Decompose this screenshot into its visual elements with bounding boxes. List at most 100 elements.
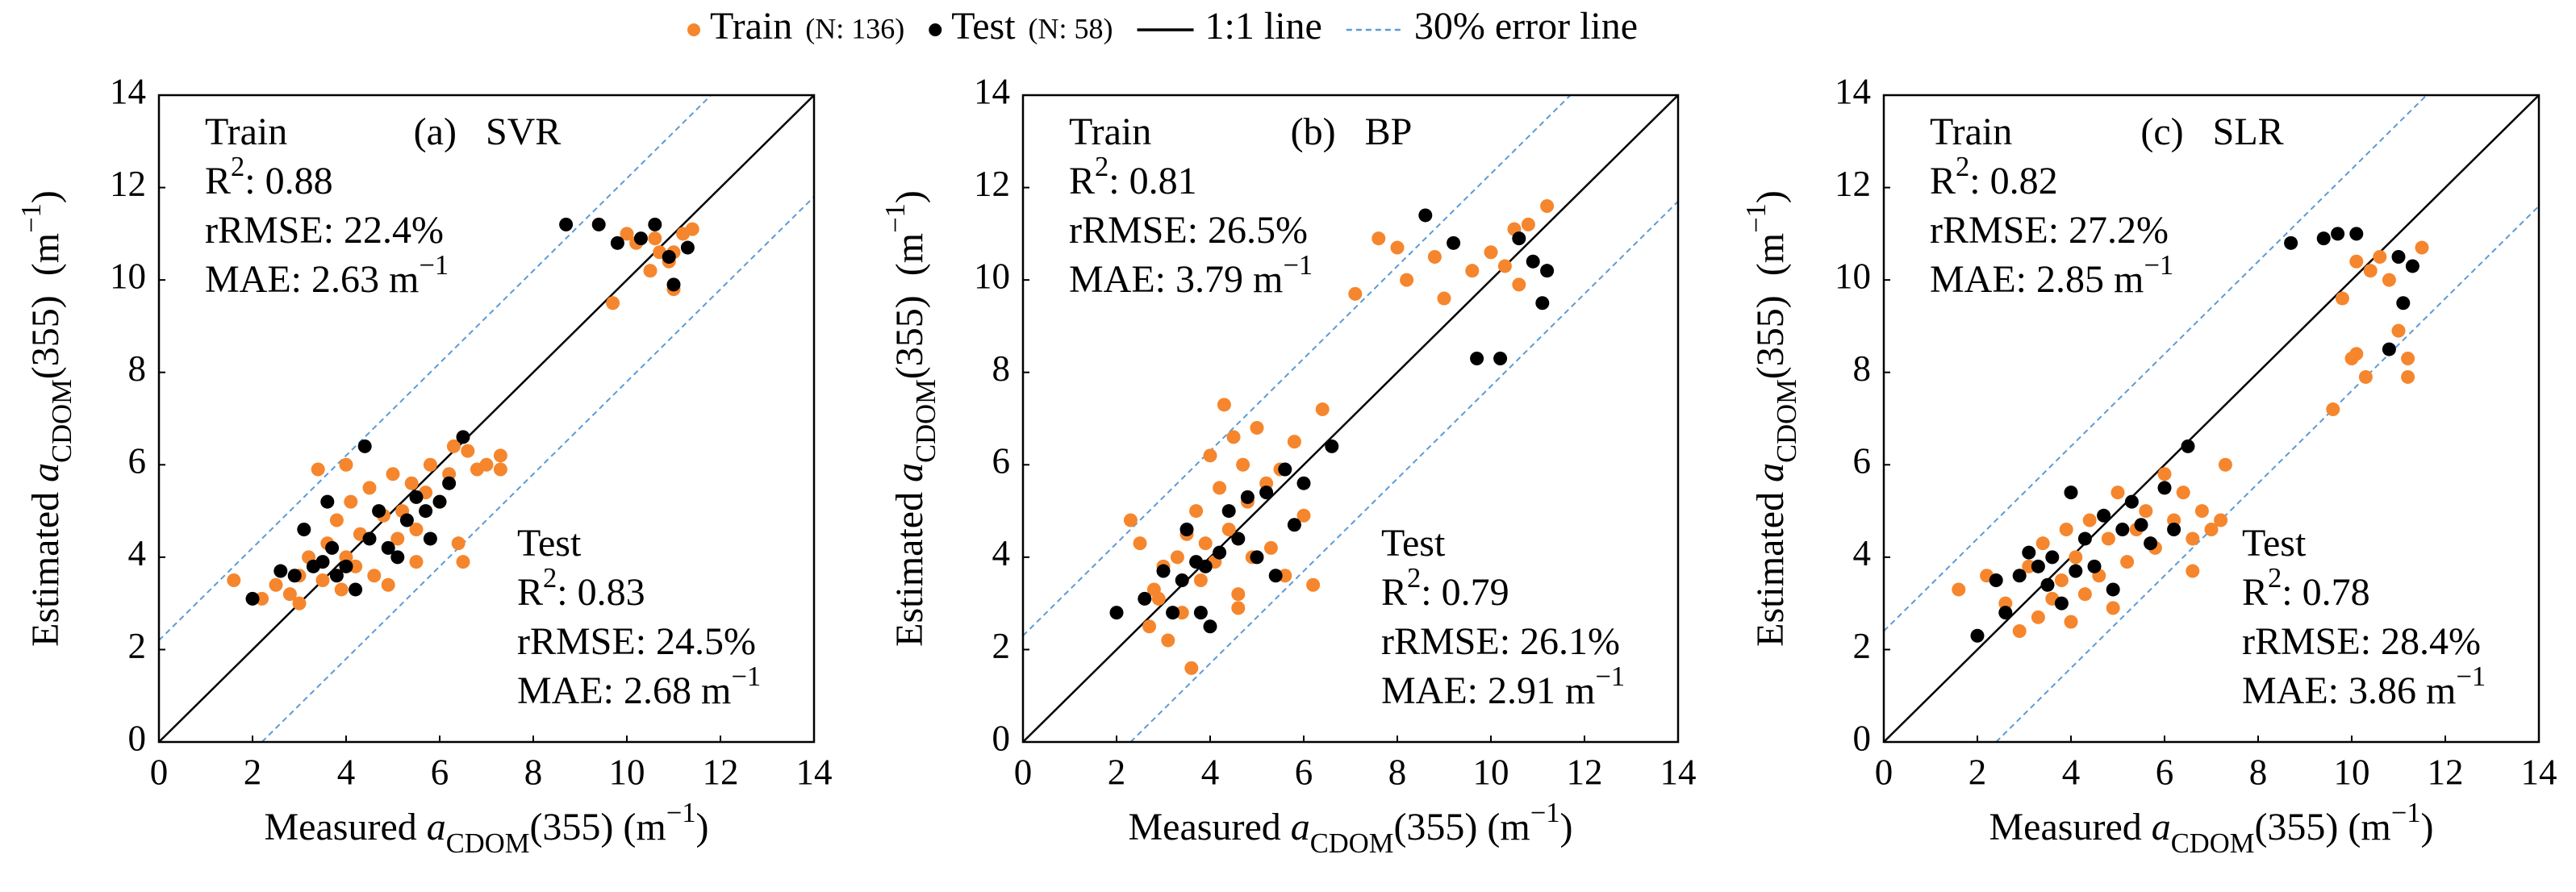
point: [2082, 513, 2097, 527]
point: [2064, 486, 2078, 500]
point: [2120, 555, 2135, 569]
point: [2012, 624, 2027, 639]
point: [287, 569, 302, 583]
stats-r2: R2: 0.78: [2242, 563, 2370, 614]
y-axis-label-part: CDOM: [1772, 379, 1802, 463]
point: [1418, 208, 1433, 223]
y-tick-label: 0: [128, 718, 147, 758]
point: [2204, 522, 2219, 536]
point: [1287, 435, 1301, 449]
y-axis-label-part: (355) (m: [1749, 233, 1792, 379]
point: [1221, 522, 1236, 536]
x-axis-label-part: Measured: [1989, 806, 2152, 848]
point: [648, 217, 662, 231]
error-line-upper: [1022, 94, 1572, 636]
stats-label: Test: [1381, 522, 1446, 565]
stats-rrmse: rRMSE: 28.4%: [2242, 620, 2481, 663]
x-axis-label-part: Measured: [265, 806, 427, 848]
point: [2396, 296, 2411, 311]
y-tick-label: 2: [128, 626, 147, 666]
error-line-lower: [1995, 205, 2540, 743]
stats-mae: MAE: 2.91 m−1: [1381, 661, 1625, 712]
y-axis-label-part: a: [1749, 463, 1792, 482]
point: [2144, 536, 2158, 551]
point: [2054, 596, 2069, 611]
point: [2181, 439, 2195, 453]
point: [2167, 522, 2181, 536]
error-line-upper: [158, 94, 712, 641]
plot-frame: [1021, 94, 1680, 744]
x-tick-label: 4: [337, 752, 356, 792]
identity-line: [1022, 94, 1679, 743]
point: [2176, 486, 2190, 500]
point: [2358, 369, 2373, 384]
point: [2106, 582, 2120, 597]
panel-title: (b) BP: [1291, 110, 1413, 153]
point: [2186, 531, 2200, 546]
y-tick-label: 14: [110, 71, 146, 111]
point: [1226, 430, 1241, 444]
point: [404, 476, 419, 490]
panel-title: (a) SVR: [414, 110, 562, 153]
y-axis-label-part: −1: [1741, 203, 1772, 233]
point: [1952, 582, 1966, 597]
y-tick-label: 12: [974, 164, 1010, 204]
point: [2349, 254, 2364, 269]
point: [409, 555, 424, 569]
point: [344, 494, 358, 509]
point: [423, 531, 437, 546]
point: [367, 569, 382, 583]
point: [2218, 457, 2232, 472]
point: [1221, 504, 1236, 519]
y-tick-label: 4: [128, 533, 147, 573]
point: [1470, 352, 1484, 366]
point: [1166, 606, 1180, 620]
point: [1198, 559, 1213, 573]
point: [2031, 610, 2045, 624]
point: [2059, 522, 2073, 536]
stats-r2-part: 2: [1095, 152, 1108, 182]
point: [680, 240, 695, 255]
stats-rrmse: rRMSE: 22.4%: [205, 209, 444, 252]
point: [311, 462, 325, 477]
point: [1203, 448, 1217, 463]
point: [423, 457, 437, 472]
plot-area: [1883, 94, 2540, 743]
point: [2335, 291, 2349, 306]
y-tick-label: 14: [974, 71, 1010, 111]
point: [2054, 573, 2069, 587]
x-axis-label-part: (355) (m: [2254, 806, 2390, 848]
x-tick-label: 2: [1969, 752, 1987, 792]
point: [227, 573, 241, 587]
stats-mae-part: −1: [1283, 250, 1313, 281]
point: [461, 444, 475, 458]
x-tick-label: 12: [703, 752, 739, 792]
point: [662, 250, 676, 264]
point: [1493, 352, 1508, 366]
point: [432, 494, 447, 509]
point: [1325, 439, 1339, 453]
y-tick-label: 2: [992, 626, 1011, 666]
point: [1189, 504, 1204, 519]
y-axis-label-part: ): [888, 190, 931, 203]
point: [456, 430, 470, 444]
x-axis-label-part: ): [1560, 806, 1573, 848]
point: [2157, 467, 2172, 481]
point: [2077, 587, 2092, 602]
stats-mae: MAE: 3.79 m−1: [1069, 250, 1313, 301]
stats-r2-part: : 0.79: [1421, 571, 1509, 614]
point: [1259, 486, 1274, 500]
point: [2139, 504, 2153, 519]
x-axis-label-part: CDOM: [446, 828, 530, 859]
legend-note: (N: 136): [805, 12, 904, 44]
point: [559, 217, 574, 231]
point: [2110, 486, 2125, 500]
point: [2012, 569, 2027, 583]
point: [620, 227, 634, 241]
point: [1213, 481, 1227, 495]
y-axis-label-part: (355) (m: [888, 233, 931, 379]
x-axis-label-part: a: [427, 806, 446, 848]
point: [273, 564, 288, 578]
x-tick-label: 6: [431, 752, 449, 792]
y-tick-label: 8: [992, 348, 1011, 389]
